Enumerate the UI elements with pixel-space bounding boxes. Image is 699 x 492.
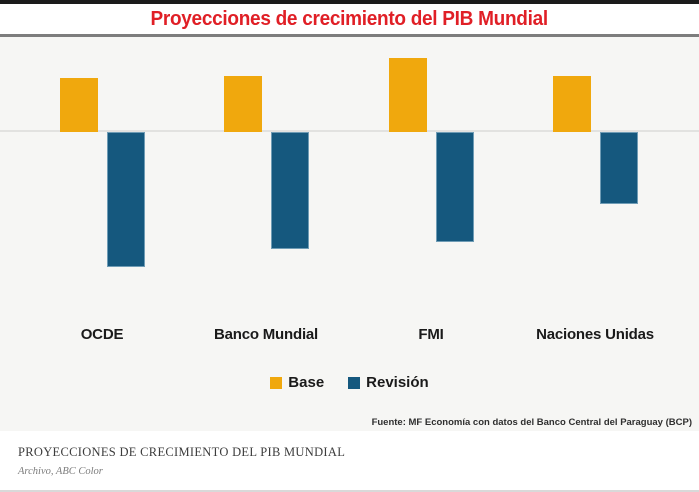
caption-credit: Archivo, ABC Color (18, 466, 103, 477)
top-border-bar (0, 0, 699, 4)
bar-base-ocde (59, 77, 98, 132)
legend-label-revision: Revisión (366, 374, 429, 391)
source-note: Fuente: MF Economía con datos del Banco … (371, 417, 692, 428)
title-divider (0, 34, 699, 37)
caption-block: PROYECCIONES DE CRECIMIENTO DEL PIB MUND… (0, 431, 699, 492)
category-label-ocde: OCDE (80, 326, 124, 343)
category-label-fmi: FMI (418, 326, 444, 343)
bar-revision-banco-mundial (270, 131, 309, 249)
bar-base-banco-mundial (223, 75, 262, 132)
category-label-naciones-unidas: Naciones Unidas (536, 326, 654, 343)
legend-swatch-base (270, 376, 283, 389)
bar-base-fmi (388, 57, 427, 132)
bar-revision-naciones-unidas (599, 131, 638, 204)
chart-title: Proyecciones de crecimiento del PIB Mund… (150, 7, 549, 30)
category-label-banco-mundial: Banco Mundial (213, 326, 319, 343)
chart-area: OCDE Banco Mundial FMI Naciones Unidas Base… (0, 37, 699, 431)
zero-axis-line (0, 130, 699, 132)
bar-revision-ocde (106, 131, 145, 267)
legend-item-revision: Revisión (348, 374, 429, 391)
title-band: Proyecciones de crecimiento del PIB Mund… (0, 4, 699, 34)
caption-title: PROYECCIONES DE CRECIMIENTO DEL PIB MUND… (18, 445, 346, 459)
legend-item-base: Base (270, 374, 324, 391)
bar-revision-fmi (435, 131, 474, 242)
bar-base-naciones-unidas (552, 75, 591, 132)
legend-label-base: Base (288, 374, 325, 391)
chart-legend: Base Revisión (0, 374, 699, 391)
legend-swatch-revision (348, 376, 361, 389)
